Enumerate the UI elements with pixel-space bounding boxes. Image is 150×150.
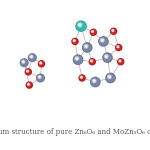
Circle shape [118,59,124,65]
Circle shape [73,39,75,42]
Circle shape [91,77,100,87]
Circle shape [38,76,41,78]
Circle shape [100,38,104,42]
Circle shape [22,60,25,63]
Circle shape [27,83,30,86]
Circle shape [109,76,110,78]
Circle shape [116,44,122,51]
Circle shape [102,40,103,41]
Circle shape [92,79,96,83]
Circle shape [117,46,119,48]
Circle shape [74,40,75,41]
Circle shape [105,55,108,58]
Circle shape [76,58,78,59]
Circle shape [111,28,117,34]
Circle shape [23,61,24,62]
Circle shape [84,45,88,48]
Circle shape [106,73,115,83]
Circle shape [80,76,82,78]
Circle shape [76,21,86,31]
Circle shape [38,61,45,67]
Circle shape [91,60,92,61]
Circle shape [99,37,108,46]
Circle shape [30,55,33,58]
Circle shape [92,31,93,32]
Circle shape [112,30,113,31]
Circle shape [103,53,112,62]
Circle shape [25,69,31,75]
Circle shape [31,56,32,57]
Text: um structure of pure Zn₆O₆ and MoZn₅O₆ c: um structure of pure Zn₆O₆ and MoZn₅O₆ c [0,128,150,136]
Circle shape [72,38,78,44]
Circle shape [37,74,44,82]
Circle shape [75,57,79,60]
Circle shape [85,46,87,47]
Circle shape [91,30,94,33]
Circle shape [40,62,42,64]
Circle shape [26,70,29,72]
Circle shape [82,43,92,52]
Circle shape [78,23,82,27]
Circle shape [39,76,40,78]
Circle shape [81,77,82,78]
Circle shape [26,82,32,88]
Circle shape [90,60,93,62]
Circle shape [93,80,95,82]
Circle shape [117,46,118,47]
Circle shape [27,71,28,72]
Circle shape [89,59,95,65]
Circle shape [106,56,107,57]
Circle shape [112,29,114,32]
Circle shape [73,55,83,64]
Circle shape [28,84,29,85]
Circle shape [20,59,28,67]
Circle shape [28,54,36,61]
Circle shape [79,75,85,81]
Circle shape [108,75,111,79]
Circle shape [119,60,121,62]
Circle shape [90,29,96,35]
Circle shape [79,24,81,26]
